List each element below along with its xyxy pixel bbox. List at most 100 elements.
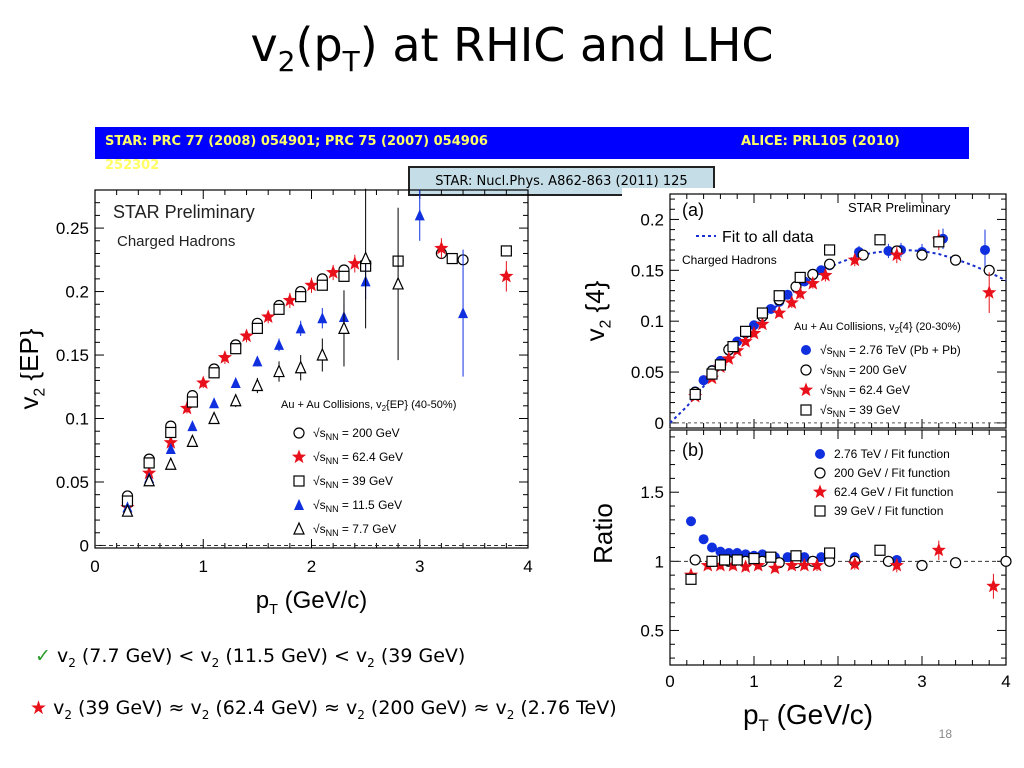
- data-point: [986, 578, 1001, 593]
- chart-title: STAR Preliminary: [848, 200, 951, 215]
- data-point: [721, 351, 736, 365]
- data-point: [980, 244, 990, 255]
- data-point: [326, 265, 341, 279]
- data-point: [689, 554, 701, 566]
- y-tick-label: 0.5: [640, 621, 664, 640]
- summary1-sub: 2: [68, 655, 76, 670]
- data-point: [707, 542, 717, 553]
- data-point: [889, 247, 904, 262]
- series-4: [121, 188, 405, 517]
- x-tick-label: 1: [199, 557, 208, 576]
- legend-title: Au + Au Collisions, v2{EP} (40-50%): [281, 399, 456, 413]
- chart-v2-ep: 0 1 2 3 4 0 0.05 0.1 0.15 0.2 0.25 STAR Preliminary…: [20, 188, 533, 618]
- data-point: [186, 396, 199, 408]
- x-tick-label: 2: [307, 557, 316, 576]
- y-tick-label: 0.2: [65, 283, 89, 302]
- y-axis-label: v2 {EP}: [20, 328, 49, 409]
- legend-label: √sNN = 200 GeV: [313, 426, 400, 442]
- data-point: [793, 286, 808, 300]
- data-point: [950, 557, 962, 569]
- series-0: [121, 247, 469, 502]
- data-point: [239, 328, 254, 343]
- summary2-part: v: [53, 697, 65, 719]
- summary2-sub: 2: [201, 707, 210, 722]
- star-reference-continued: 252302: [105, 158, 160, 173]
- legend-marker: [293, 475, 305, 487]
- y-tick-label: 1.5: [640, 483, 664, 502]
- reference-bar: STAR: PRC 77 (2008) 054901; PRC 75 (2007…: [95, 127, 969, 173]
- data-point: [499, 268, 514, 283]
- data-point: [950, 254, 962, 266]
- data-point: [179, 400, 195, 415]
- y-tick-label: 0: [655, 414, 664, 433]
- data-point: [274, 338, 285, 350]
- data-point: [273, 364, 285, 378]
- legend-label: √sNN = 2.76 TeV (Pb + Pb): [820, 343, 961, 359]
- data-point: [294, 360, 307, 374]
- chart-v2-4-and-ratio: 0 0.05 0.1 0.15 0.2 (a) STAR Preliminary Fit to…: [580, 188, 1012, 735]
- legend-marker: [798, 382, 814, 397]
- data-point: [500, 245, 512, 257]
- data-point: [434, 240, 449, 255]
- data-point: [273, 303, 285, 315]
- title-sub-t: T: [342, 45, 360, 79]
- data-point: [916, 559, 928, 572]
- data-point: [738, 559, 753, 573]
- data-point: [165, 442, 176, 454]
- y-tick-label: 0: [80, 536, 89, 555]
- y-tick-label: 0.15: [631, 261, 664, 280]
- data-point: [765, 551, 777, 563]
- data-point: [685, 573, 697, 585]
- slide-title: v2(pT) at RHIC and LHC: [0, 18, 1024, 78]
- data-point: [889, 558, 904, 572]
- data-point: [316, 347, 329, 361]
- data-point: [714, 359, 726, 371]
- data-point: [816, 552, 827, 563]
- y-axis-label: Ratio: [588, 503, 618, 564]
- data-point: [809, 558, 825, 572]
- data-point: [874, 544, 886, 556]
- series-2: [121, 245, 512, 507]
- summary2-sub: 2: [506, 707, 515, 722]
- data-point: [824, 547, 836, 559]
- data-point: [143, 473, 156, 487]
- data-point: [295, 322, 306, 334]
- data-point: [982, 285, 997, 299]
- legend-marker: [293, 521, 305, 535]
- legend-marker: [800, 364, 812, 376]
- star-bullet-icon: ★: [30, 697, 48, 719]
- data-point: [931, 542, 946, 557]
- summary2-part: (2.76 TeV): [514, 697, 617, 719]
- x-tick-label: 1: [749, 672, 758, 691]
- summary1-sub: 2: [367, 655, 375, 670]
- legend-marker: [800, 404, 812, 416]
- data-point: [731, 554, 743, 566]
- y-tick-label: 1: [655, 552, 664, 571]
- x-tick-label: 4: [523, 557, 532, 576]
- data-point: [187, 420, 198, 432]
- data-point: [229, 393, 242, 407]
- summary2-sub: 2: [357, 707, 365, 722]
- star-reference: STAR: PRC 77 (2008) 054901; PRC 75 (2007…: [105, 134, 488, 149]
- legend-label: √sNN = 39 GeV: [313, 474, 393, 490]
- legend-label: √sNN = 11.5 GeV: [313, 498, 402, 514]
- legend-marker: [294, 499, 304, 510]
- data-point: [698, 375, 709, 386]
- slide-number: 18: [938, 727, 952, 741]
- y-axis-label: v2 {4}: [580, 280, 615, 341]
- data-point: [784, 558, 799, 572]
- data-point: [359, 251, 372, 265]
- data-point: [773, 290, 785, 302]
- data-point: [121, 503, 134, 517]
- y-tick-label: 0.05: [56, 473, 89, 492]
- data-point: [251, 378, 264, 392]
- panel-label: (b): [682, 440, 704, 460]
- data-point: [165, 426, 177, 439]
- data-point: [686, 516, 696, 527]
- data-point: [163, 435, 178, 449]
- data-point: [392, 276, 405, 290]
- y-tick-label: 0.2: [640, 210, 664, 229]
- y-tick-label: 0.05: [631, 363, 664, 382]
- panel-label: (a): [682, 200, 704, 220]
- data-point: [755, 316, 770, 331]
